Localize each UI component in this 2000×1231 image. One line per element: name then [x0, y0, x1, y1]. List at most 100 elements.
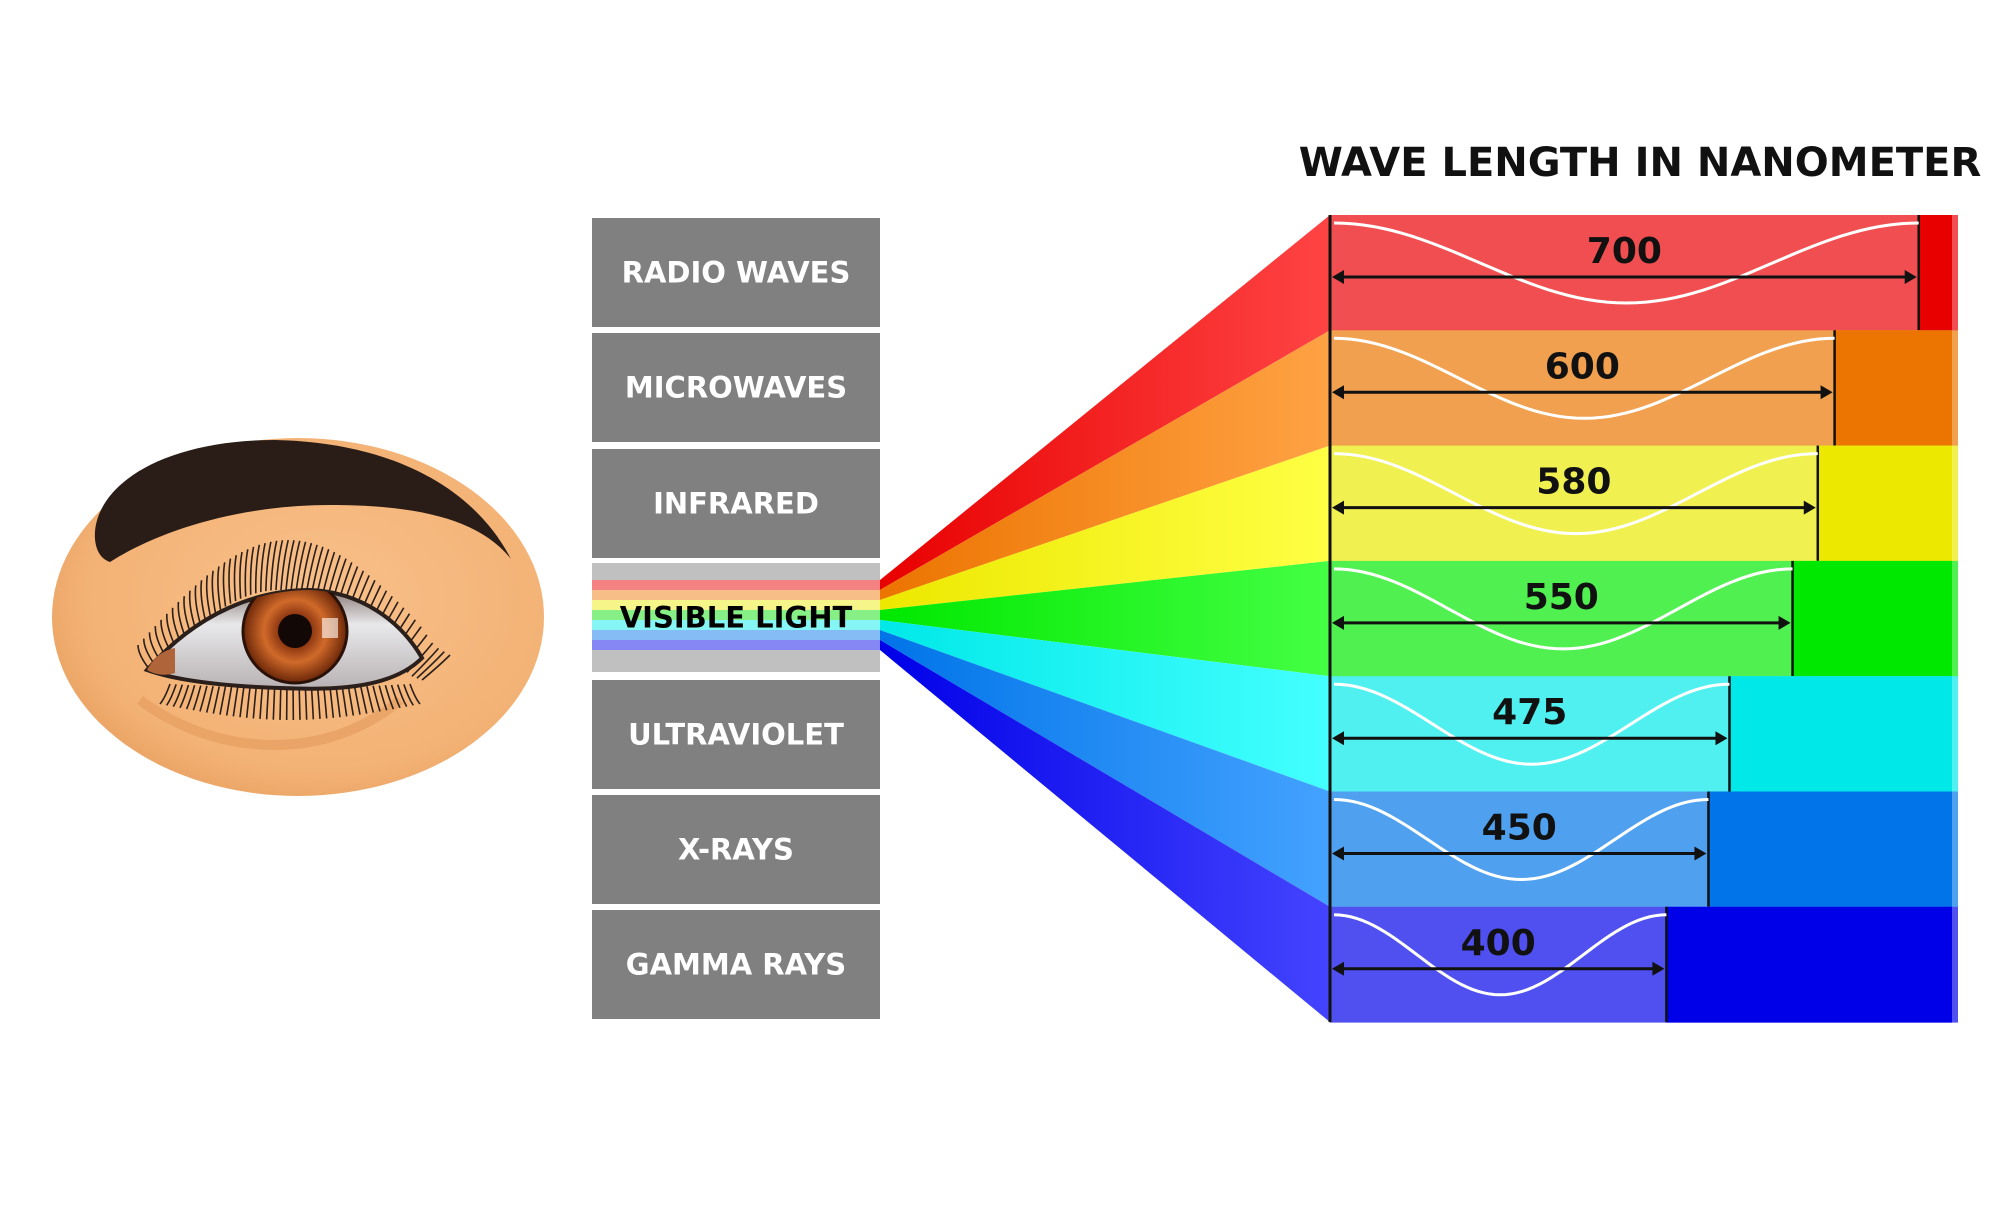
row-remainder	[1666, 906, 1952, 1023]
eyelash	[403, 684, 414, 706]
arrow-head-right	[1904, 270, 1917, 284]
eyelash	[259, 687, 264, 720]
wavelength-row-600: 600	[1330, 330, 1958, 447]
eyelash	[359, 686, 368, 714]
band-visible-light: VISIBLE LIGHT	[592, 563, 880, 672]
eyelash	[249, 546, 255, 595]
arrow-head-right	[1694, 846, 1707, 861]
eyelash	[298, 687, 301, 720]
row-remainder	[1792, 560, 1952, 677]
wavelength-value: 450	[1482, 808, 1557, 849]
eyelash	[205, 575, 212, 617]
wavelength-value: 600	[1545, 346, 1620, 387]
wavelength-row-550: 550	[1330, 560, 1958, 677]
visible-stripe	[592, 610, 880, 620]
wave-curve	[1333, 336, 1835, 420]
eyelash	[378, 685, 388, 711]
eyelash	[219, 686, 227, 715]
light-ray	[880, 630, 1330, 907]
band-box	[592, 680, 880, 789]
arrow-head-right	[1803, 500, 1816, 515]
arrow-head-left	[1332, 961, 1344, 976]
wavelength-row-580: 580	[1330, 445, 1958, 562]
visible-stripe	[592, 640, 880, 650]
eyelash	[245, 687, 251, 718]
row-remainder	[1918, 215, 1952, 331]
wavelength-value: 400	[1461, 923, 1536, 964]
eyelash	[353, 686, 361, 715]
eyelash	[185, 685, 196, 710]
row-remainder	[1817, 445, 1952, 562]
band-box	[592, 333, 880, 442]
light-ray	[880, 215, 1330, 590]
eyelash	[300, 542, 313, 593]
eyelash	[347, 686, 355, 716]
eyelash	[166, 684, 177, 706]
visible-stripe	[592, 630, 880, 640]
eyelash	[272, 687, 276, 720]
wave-curve	[1333, 798, 1709, 882]
eyelash	[270, 540, 278, 591]
band-label: GAMMA RAYS	[626, 948, 846, 982]
eyelash	[254, 544, 261, 594]
eyelash	[416, 651, 445, 679]
eyelash	[244, 549, 249, 597]
eyelash	[228, 558, 232, 604]
eyelash	[225, 686, 233, 716]
eyelash	[260, 542, 266, 593]
wavelength-row-475: 475	[1330, 676, 1958, 792]
band-box	[592, 910, 880, 1019]
band-x-rays: X-RAYS	[592, 795, 880, 904]
lower-lid-shadow	[137, 695, 404, 750]
eye-highlight	[322, 618, 338, 638]
wavelength-value: 475	[1492, 692, 1567, 733]
wavelength-value: 700	[1587, 231, 1662, 272]
eyelash	[252, 687, 257, 719]
wave-curve	[1333, 567, 1793, 651]
light-ray	[880, 560, 1330, 677]
wavelength-value: 580	[1536, 462, 1611, 503]
spectrum-band-list: RADIO WAVES MICROWAVES INFRARED VISIBLE LIG…	[592, 218, 880, 1019]
arrow-head-left	[1332, 731, 1344, 746]
eyelash	[199, 685, 208, 712]
arrow-head-left	[1332, 500, 1344, 515]
band-label: ULTRAVIOLET	[628, 718, 844, 752]
eyelash	[285, 540, 295, 591]
eyebrow	[94, 440, 511, 562]
eyelash	[239, 551, 243, 599]
eyelash	[396, 684, 408, 707]
eyelash	[265, 687, 270, 720]
band-infrared: INFRARED	[592, 449, 880, 558]
eyelash	[200, 580, 207, 621]
wavelength-row-450: 450	[1330, 791, 1958, 908]
band-radio-waves: RADIO WAVES	[592, 218, 880, 327]
eyelash	[290, 540, 301, 591]
band-label: MICROWAVES	[625, 371, 847, 405]
band-microwaves: MICROWAVES	[592, 333, 880, 442]
eyelash	[372, 685, 381, 712]
band-gamma-rays: GAMMA RAYS	[592, 910, 880, 1019]
eyelash	[179, 684, 190, 709]
eyelash	[222, 562, 227, 607]
band-box	[592, 795, 880, 904]
eyelash	[411, 647, 440, 677]
row-remainder	[1708, 791, 1952, 908]
band-ultraviolet: ULTRAVIOLET	[592, 680, 880, 789]
eyelash	[265, 541, 272, 592]
wavelength-row-400: 400	[1330, 906, 1958, 1023]
band-box	[592, 449, 880, 558]
eyelash	[172, 684, 184, 707]
eyelash	[211, 570, 217, 614]
eyelash	[239, 687, 245, 718]
eyelash	[217, 566, 222, 610]
wave-curve	[1333, 682, 1730, 766]
arrow-head-right	[1652, 961, 1665, 976]
eyelash	[192, 685, 202, 711]
eyelash	[384, 685, 395, 710]
eyelash	[159, 683, 171, 705]
band-label: X-RAYS	[678, 833, 794, 867]
arrow-head-left	[1332, 615, 1344, 630]
chart-title: WAVE LENGTH IN NANOMETER	[1299, 140, 1982, 186]
eyelash	[295, 541, 307, 592]
